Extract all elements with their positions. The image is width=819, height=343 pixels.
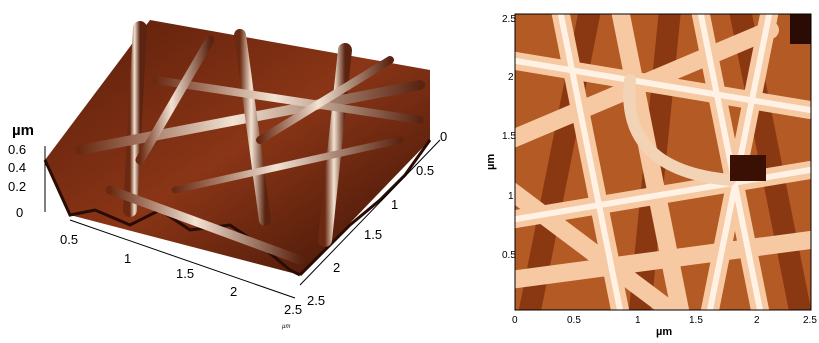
x-tick: 0.5 (60, 232, 78, 247)
x-axis-unit: µm (282, 324, 290, 330)
x-tick: 2 (754, 315, 760, 326)
x-tick: 2 (230, 284, 237, 299)
y-tick: 2.5 (502, 14, 516, 25)
y-tick: 0.5 (502, 250, 516, 261)
x-tick: 0.5 (567, 315, 581, 326)
x-axis-unit: µm (656, 326, 672, 338)
z-tick: 0.2 (8, 179, 26, 194)
x-tick: 1 (635, 315, 641, 326)
x-tick: 2.5 (284, 302, 302, 317)
x-tick: 1 (124, 251, 131, 266)
y-axis-line (299, 139, 441, 286)
z-tick: 0 (16, 205, 23, 220)
map-border (514, 13, 812, 311)
y-tick: 0 (440, 129, 447, 144)
afm-3d-surface: µm 0.6 0.4 0.2 0 0.5 1 1.5 2 2.5 µm 0 0.… (8, 20, 447, 330)
fiber-network (515, 14, 811, 310)
z-axis-unit: µm (12, 122, 34, 139)
y-tick: 2 (333, 260, 340, 275)
y-tick: 2 (508, 72, 514, 83)
y-tick: 1 (391, 197, 398, 212)
x-tick: 1.5 (689, 315, 703, 326)
fiber-ridges (75, 21, 425, 265)
x-tick: 1.5 (176, 266, 194, 281)
x-tick: 0 (512, 315, 518, 326)
afm-3d-view: µm 0.6 0.4 0.2 0 0.5 1 1.5 2 2.5 µm 0 0.… (8, 20, 447, 330)
y-tick: 1.5 (502, 131, 516, 142)
afm-2d-view: 2.5 2 1.5 1 0.5 µm 0 0.5 1 1.5 2 2.5 µm (470, 0, 819, 338)
z-tick: 0.4 (8, 160, 26, 175)
x-axis-line (69, 219, 296, 299)
x-tick: 2.5 (803, 315, 817, 326)
y-tick: 1 (508, 191, 514, 202)
y-tick: 1.5 (364, 227, 382, 242)
y-tick: 2.5 (307, 293, 325, 308)
y-axis-unit: µm (485, 154, 497, 170)
afm-2d-map: 2.5 2 1.5 1 0.5 µm 0 0.5 1 1.5 2 2.5 µm (485, 13, 817, 338)
y-tick: 0.5 (416, 163, 434, 178)
z-tick: 0.6 (8, 142, 26, 157)
